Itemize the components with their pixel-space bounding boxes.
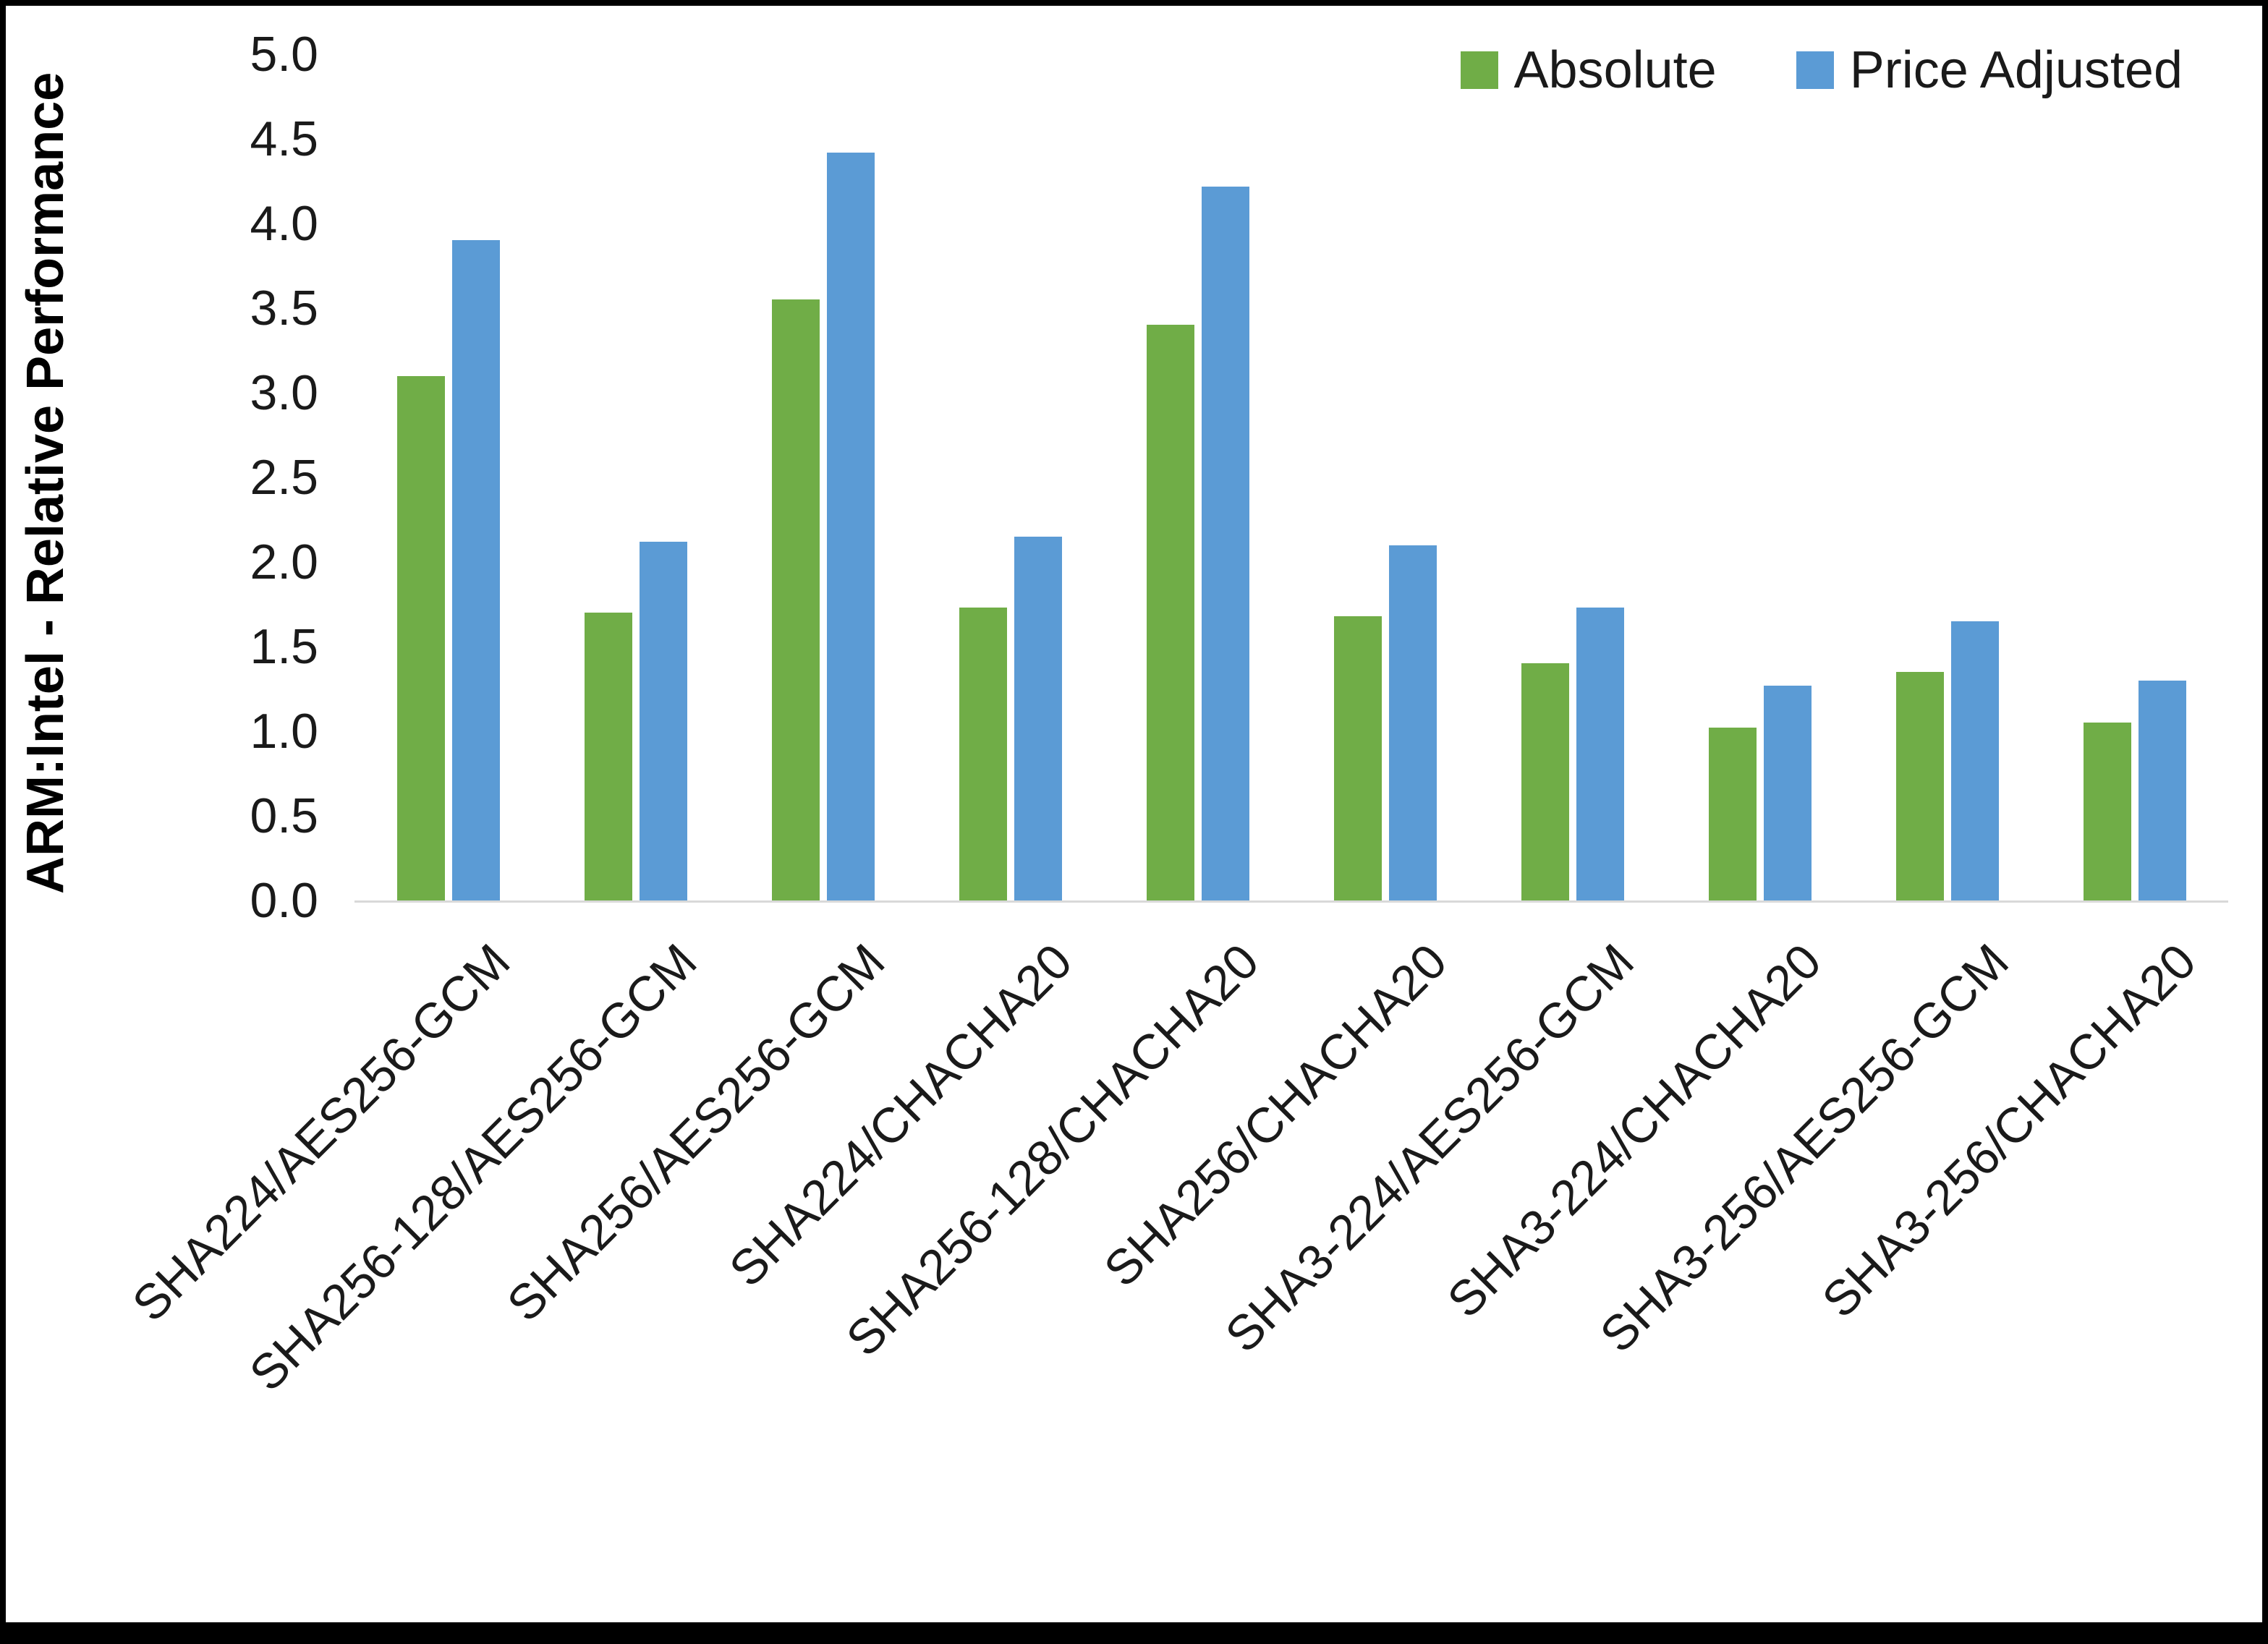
bar-price-adjusted: [2138, 680, 2186, 900]
x-axis-label: SHA3-256/CHACHA20: [1812, 933, 2207, 1329]
bar-price-adjusted: [1576, 608, 1624, 900]
y-tick-label: 3.0: [250, 365, 318, 420]
bar-price-adjusted: [1763, 685, 1812, 900]
y-tick-label: 1.5: [250, 619, 318, 674]
y-tick-label: 2.5: [250, 450, 318, 505]
bar-absolute: [1708, 728, 1757, 900]
legend-item-price-adjusted: Price Adjusted: [1796, 41, 2183, 100]
bar-price-adjusted: [826, 152, 875, 900]
bar-absolute: [771, 299, 820, 900]
legend-label-absolute: Absolute: [1513, 41, 1717, 99]
x-axis-label: SHA256-128/CHACHA20: [836, 933, 1270, 1367]
x-axis-label: SHA3-256/AES256-GCM: [1589, 933, 2019, 1363]
bar-price-adjusted: [1201, 186, 1249, 900]
bar-absolute: [1146, 325, 1194, 900]
x-axis-label: SHA256/AES256-GCM: [496, 933, 895, 1332]
x-axis-label: SHA3-224/AES256-GCM: [1215, 933, 1644, 1363]
bar-price-adjusted: [639, 541, 687, 900]
y-tick-label: 0.0: [250, 873, 318, 928]
plot-area: [354, 54, 2228, 903]
legend-label-price-adjusted: Price Adjusted: [1849, 41, 2183, 99]
x-axis-label: SHA224/AES256-GCM: [122, 933, 520, 1332]
legend-swatch-absolute-icon: [1460, 51, 1498, 89]
bar-absolute: [584, 613, 632, 900]
y-tick-label: 0.5: [250, 788, 318, 843]
x-axis-label: SHA3-224/CHACHA20: [1437, 933, 1832, 1329]
legend-item-absolute: Absolute: [1460, 41, 1717, 100]
bar-absolute: [1333, 616, 1382, 900]
bar-absolute: [396, 375, 445, 900]
y-tick-label: 1.0: [250, 704, 318, 759]
x-axis-label: SHA256-128/AES256-GCM: [239, 933, 708, 1402]
bar-absolute: [1521, 663, 1569, 900]
bar-price-adjusted: [451, 240, 500, 900]
bar-price-adjusted: [1388, 545, 1437, 900]
bar-price-adjusted: [1014, 536, 1062, 900]
bar-absolute: [959, 608, 1007, 900]
y-tick-label: 3.5: [250, 281, 318, 336]
legend: Absolute Price Adjusted: [1460, 41, 2183, 100]
bar-absolute: [1895, 672, 1944, 900]
y-axis-tick-labels: 5.0 4.5 4.0 3.5 3.0 2.5 2.0 1.5 1.0 0.5 0.0: [6, 27, 318, 928]
y-tick-label: 5.0: [250, 27, 318, 82]
x-axis-label: SHA256/CHACHA20: [1093, 933, 1457, 1298]
bar-price-adjusted: [1950, 621, 1999, 900]
y-tick-label: 4.5: [250, 111, 318, 166]
legend-swatch-price-adjusted-icon: [1796, 51, 1834, 89]
y-tick-label: 4.0: [250, 196, 318, 251]
bar-absolute: [2083, 723, 2131, 900]
x-axis-label: SHA224/CHACHA20: [718, 933, 1082, 1298]
y-tick-label: 2.0: [250, 534, 318, 589]
